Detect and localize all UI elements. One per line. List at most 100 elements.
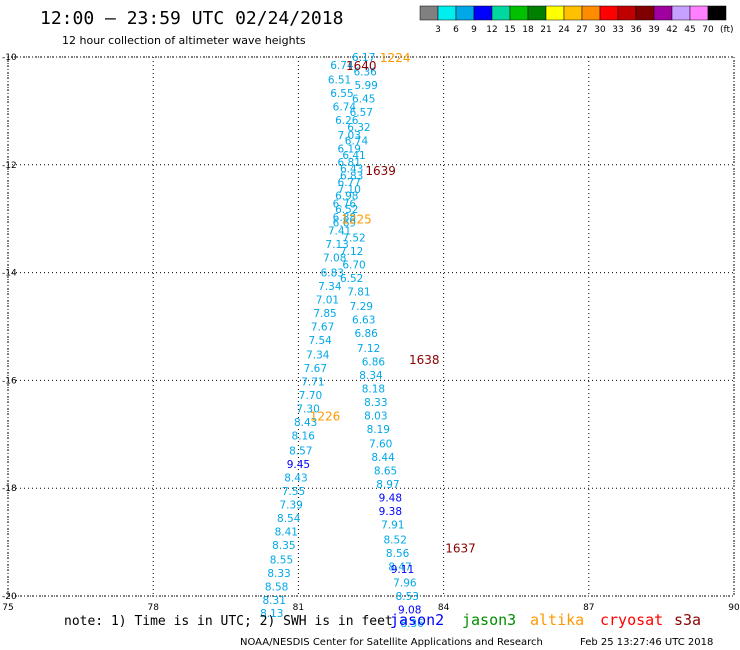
y-tick-label: -16 xyxy=(2,376,17,386)
x-tick-label: 87 xyxy=(583,603,594,613)
swh-data-point: 8.56 xyxy=(386,548,410,560)
swh-data-point: 8.52 xyxy=(384,534,407,546)
swh-data-point: 6.57 xyxy=(350,107,373,119)
track-id-label: 1224 xyxy=(380,51,411,65)
footer-credit: NOAA/NESDIS Center for Satellite Applica… xyxy=(240,637,543,648)
track-id-label: 1639 xyxy=(365,164,396,178)
swh-data-point: 8.43 xyxy=(284,472,307,484)
color-scale: 3 6 9 12 15 18 21 24 27 30 33 36 39 42 45 70 (ft) xyxy=(419,5,734,35)
swh-data-point: 6.81 xyxy=(338,157,361,169)
color-scale-label: 24 xyxy=(558,25,570,35)
y-tick-label: -14 xyxy=(2,269,17,279)
satellite-legend: jason2 jason3 altika cryosat s3a xyxy=(390,611,701,629)
color-swatch xyxy=(437,5,457,21)
swh-data-point: 7.91 xyxy=(381,519,404,531)
swh-data-point: 9.11 xyxy=(391,564,414,576)
swh-data-point: 9.38 xyxy=(379,506,402,518)
color-swatch xyxy=(653,5,673,21)
x-tick-label: 90 xyxy=(728,603,740,613)
color-scale-label: 21 xyxy=(540,25,551,35)
swh-data-point: 8.57 xyxy=(289,445,312,457)
track-id-label: 1225 xyxy=(341,213,372,227)
grid-lines xyxy=(7,56,735,597)
color-swatch xyxy=(689,5,709,21)
swh-data-point: 7.70 xyxy=(299,390,322,402)
swh-data-point: 8.18 xyxy=(362,383,385,395)
swh-data-point: 6.32 xyxy=(347,122,370,134)
color-scale-label: 30 xyxy=(594,25,606,35)
swh-data-point: 6.19 xyxy=(338,144,361,156)
swh-data-point: 8.16 xyxy=(292,430,316,442)
swh-data-point: 8.36 xyxy=(400,618,424,630)
color-scale-unit: (ft) xyxy=(720,25,734,35)
swh-data-point: 8.33 xyxy=(267,568,290,580)
swh-data-point: 6.36 xyxy=(353,67,377,79)
swh-data-point: 6.51 xyxy=(328,75,351,87)
swh-data-point: 7.67 xyxy=(311,322,334,334)
color-scale-label: 27 xyxy=(576,25,587,35)
legend-entry-s3a: s3a xyxy=(674,611,701,629)
swh-data-point: 7.12 xyxy=(340,246,363,258)
legend-entry-cryosat: cryosat xyxy=(600,611,663,629)
swh-data-point: 8.47 xyxy=(388,561,411,573)
swh-data-point: 8.33 xyxy=(364,397,387,409)
swh-data-point: 9.08 xyxy=(398,604,421,616)
color-swatch xyxy=(563,5,583,21)
x-tick-label: 84 xyxy=(438,603,450,613)
plot-area: 75 78 81 84 87 90 -10 -12 -14 -16 -18 -20 6.17 6.365… xyxy=(2,51,740,630)
swh-data-point: 7.30 xyxy=(296,403,319,415)
swh-data-point: 9.45 xyxy=(287,459,310,471)
color-scale-label: 45 xyxy=(684,25,695,35)
color-scale-label: 6 xyxy=(453,25,459,35)
track-id-label: 1640 xyxy=(346,59,377,73)
track-id-label: 1638 xyxy=(409,353,440,367)
color-swatch xyxy=(419,5,439,21)
swh-data-point: 7.39 xyxy=(279,499,302,511)
swh-data-point: 6.69 xyxy=(333,217,356,229)
swh-data-point: 7.60 xyxy=(369,438,392,450)
footer-note: note: 1) Time is in UTC; 2) SWH is in fe… xyxy=(64,614,393,629)
color-swatch xyxy=(491,5,511,21)
y-tick-label: -10 xyxy=(2,53,17,63)
axis-labels: 75 78 81 84 87 90 -10 -12 -14 -16 -18 -20 xyxy=(2,53,740,613)
swh-data-point: 8.43 xyxy=(294,417,317,429)
color-scale-label: 42 xyxy=(666,25,677,35)
track-id-label: 1637 xyxy=(445,541,476,555)
plot-border xyxy=(7,56,735,597)
swh-data-point: 7.12 xyxy=(357,343,380,355)
swh-data-point: 7.54 xyxy=(308,335,332,347)
swh-data-point: 6.83 xyxy=(321,268,344,280)
color-swatch xyxy=(509,5,529,21)
swh-data-point: 8.55 xyxy=(270,554,293,566)
color-swatch xyxy=(599,5,619,21)
swh-data-point: 7.01 xyxy=(316,295,339,307)
plot-background xyxy=(8,57,734,596)
y-tick-label: -20 xyxy=(2,592,17,602)
color-swatch xyxy=(581,5,601,21)
swh-data-point: 6.74 xyxy=(330,60,354,72)
x-tick-label: 81 xyxy=(293,603,304,613)
y-tick-label: -18 xyxy=(2,484,17,494)
swh-data-point: 7.85 xyxy=(313,308,336,320)
swh-data-point: 8.44 xyxy=(371,452,395,464)
swh-data-point: 6.45 xyxy=(352,94,375,106)
color-scale-label: 33 xyxy=(612,25,623,35)
data-points: 6.17 6.365.99 6.456.57 6.32 6.74 6.41 6.436.77… xyxy=(260,52,424,630)
x-tick-label: 78 xyxy=(147,603,159,613)
chart-title: 12:00 – 23:59 UTC 02/24/2018 xyxy=(40,8,343,29)
swh-data-point: 6.76 xyxy=(333,199,357,211)
swh-data-point: 6.55 xyxy=(330,88,353,100)
color-swatch xyxy=(707,5,727,21)
swh-data-point: 7.34 xyxy=(306,350,330,362)
legend-entry-jason2: jason2 xyxy=(390,611,444,629)
color-scale-label: 18 xyxy=(522,25,534,35)
swh-data-point: 6.63 xyxy=(352,314,375,326)
swh-data-point: 8.65 xyxy=(374,465,397,477)
swh-data-point: 7.13 xyxy=(325,239,348,251)
swh-data-point: 6.43 xyxy=(340,164,363,176)
color-swatch xyxy=(617,5,637,21)
color-scale-label: 36 xyxy=(630,25,642,35)
swh-data-point: 6.77 xyxy=(338,177,361,189)
swh-data-point: 7.10 xyxy=(338,184,361,196)
